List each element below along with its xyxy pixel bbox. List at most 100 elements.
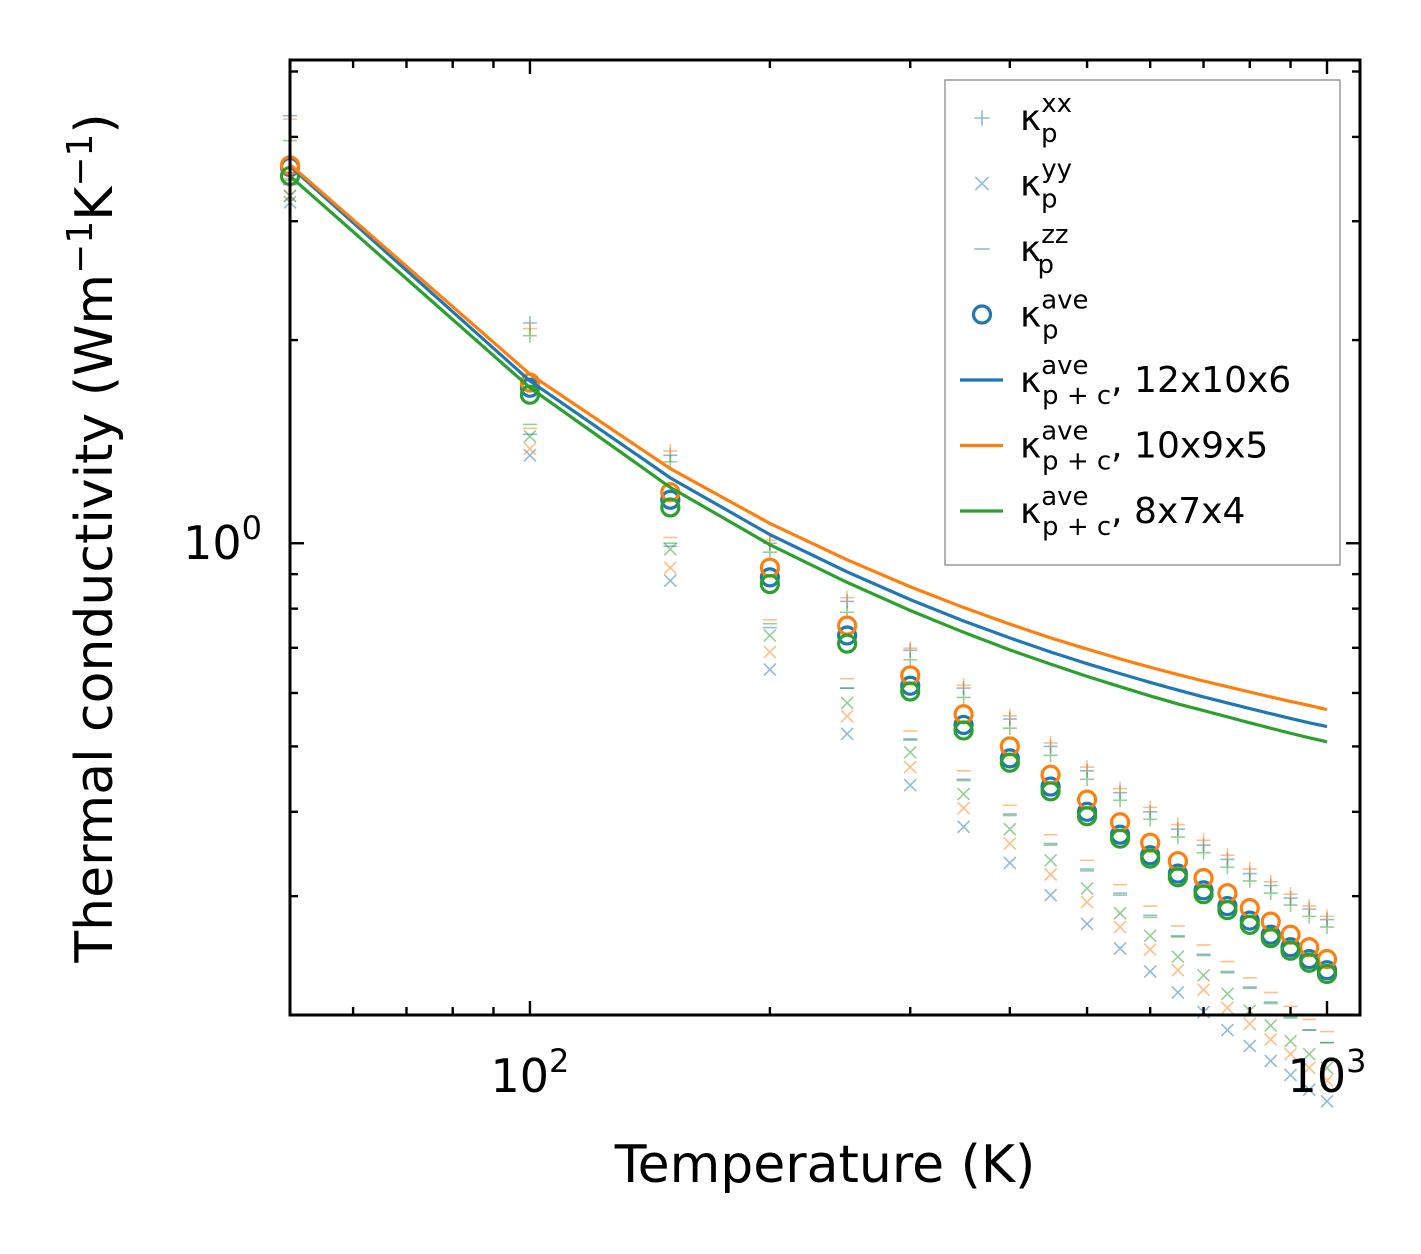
kyy-point [763, 645, 777, 659]
legend-subscript: p [1041, 185, 1058, 215]
kave-point [837, 633, 858, 654]
kyy-point [1171, 985, 1185, 1000]
kave-point [1239, 914, 1260, 935]
plot-area [279, 108, 1338, 1108]
kyy-point [663, 574, 677, 588]
kyy-point [1171, 963, 1185, 977]
legend-entry-0: κxx p [974, 89, 1072, 149]
kyy-point [1320, 1094, 1334, 1108]
x-tick-base: 10 [490, 1049, 549, 1103]
legend-superscript: ave [1041, 351, 1088, 381]
series-8x7x4 [283, 133, 1335, 1075]
series-8x7x4-ave [279, 165, 1338, 985]
kyy-point [1003, 856, 1017, 870]
kave-point [1109, 828, 1131, 849]
kxx-point [1113, 793, 1128, 808]
legend-superscript: ave [1041, 417, 1088, 447]
legend-entry-2: κzz p [974, 220, 1069, 280]
kyy-point [1171, 950, 1185, 964]
kyy-point [1243, 1039, 1257, 1053]
kxx-point [1196, 833, 1211, 848]
kyy-point [1080, 881, 1094, 896]
x-tick-label: 103 [1288, 1042, 1367, 1103]
legend-subscript: p + c [1042, 381, 1111, 411]
kyy-point [840, 696, 854, 710]
kxx-point [1220, 848, 1235, 863]
kxx-point [1283, 898, 1298, 913]
kyy-point [1320, 1073, 1334, 1087]
kpc-line-12x10x6 [288, 164, 1328, 729]
kave-point [999, 752, 1020, 773]
kyy-point [1143, 943, 1157, 957]
kyy-point [1220, 1023, 1234, 1037]
legend-entry-3: κave p [971, 286, 1089, 346]
y-tick-labels: 100 [183, 509, 262, 570]
kxx-point [1113, 781, 1128, 796]
kyy-point [1044, 867, 1058, 882]
kxx-point [1002, 708, 1017, 723]
legend-label: κave p + c, 10x9x5 [1020, 417, 1268, 477]
kxx-point [1002, 721, 1017, 736]
kxx-point [1302, 909, 1317, 924]
kxx-point [1170, 817, 1185, 832]
kyy-point [1003, 822, 1017, 836]
x-tick-base: 10 [1288, 1049, 1347, 1103]
legend-superscript: xx [1041, 89, 1072, 119]
kyy-point [903, 745, 917, 759]
legend-marker-swatch [971, 304, 993, 325]
kyy-point [1113, 920, 1127, 934]
legend-label: κxx p [1020, 89, 1072, 149]
y-label-main: Thermal conductivity (Wm [65, 274, 125, 964]
kave-point [660, 489, 681, 510]
kyy-point [1044, 888, 1058, 902]
legend-subscript: p + c [1042, 447, 1111, 477]
kave-point [1280, 940, 1301, 961]
kyy-point [1264, 1032, 1278, 1047]
legend-entry-4: κave p + c, 12x10x6 [960, 351, 1291, 411]
kyy-point [1264, 1054, 1278, 1068]
kave-point [1316, 963, 1338, 985]
legend-superscript: yy [1041, 155, 1072, 185]
kxx-point [1143, 812, 1158, 827]
kyy-point [903, 778, 917, 792]
kxx-point [1263, 886, 1278, 901]
legend-label: κave p + c, 12x10x6 [1020, 351, 1291, 411]
kyy-point [1264, 1018, 1278, 1033]
kyy-point [1044, 853, 1058, 867]
kxx-point [663, 454, 678, 469]
kxx-point [1320, 920, 1335, 935]
legend-symbol: κ [1020, 491, 1041, 532]
kxx-point [1220, 860, 1235, 875]
kxx-point [1080, 760, 1095, 775]
kyy-point [1320, 1061, 1334, 1075]
kyy-point [1220, 987, 1234, 1001]
kyy-point [1143, 964, 1157, 979]
legend-symbol: κ [1020, 98, 1041, 139]
legend-label: κave p + c, 8x7x4 [1020, 482, 1245, 542]
kxx-point [1143, 800, 1158, 815]
kyy-point [1283, 1047, 1298, 1061]
legend-entry-1: κyy p [974, 155, 1072, 215]
legend-suffix: , 12x10x6 [1111, 360, 1291, 401]
kpc-line-10x9x5 [288, 163, 1328, 712]
y-label-exp2: −1 [60, 134, 101, 187]
kyy-point [957, 787, 971, 801]
x-tick-exp: 2 [549, 1042, 569, 1080]
legend-symbol: κ [1020, 229, 1041, 270]
kxx-point [903, 652, 918, 667]
kyy-point [957, 820, 971, 834]
kave-point [759, 567, 780, 588]
kyy-point [957, 801, 971, 815]
legend-subscript: p [1038, 250, 1055, 280]
kxx-point [1080, 772, 1095, 787]
kave-point [1167, 867, 1188, 888]
legend-symbol: κ [1020, 360, 1041, 401]
kave-point [1217, 900, 1238, 921]
axes-frame [288, 58, 1362, 1017]
kave-point [953, 720, 974, 741]
legend-superscript: ave [1041, 482, 1088, 512]
legend-subscript: p [1042, 316, 1059, 346]
kave-point [759, 573, 780, 595]
legend-symbol: κ [1020, 295, 1041, 336]
